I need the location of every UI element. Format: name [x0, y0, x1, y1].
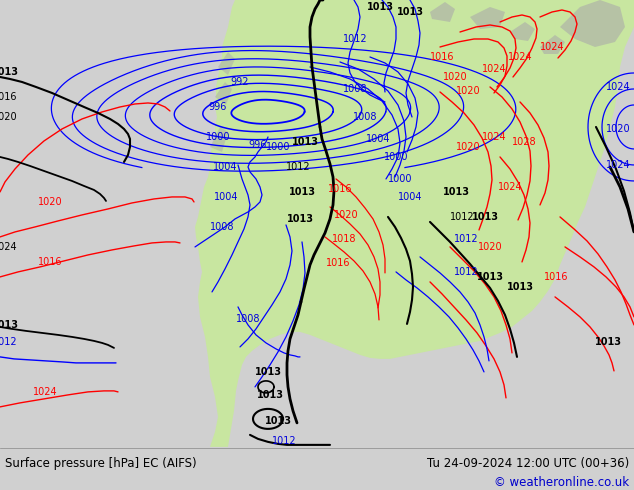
Text: © weatheronline.co.uk: © weatheronline.co.uk — [494, 476, 629, 489]
Text: 1024: 1024 — [33, 387, 57, 397]
Text: 1016: 1016 — [0, 92, 17, 102]
Text: 1013: 1013 — [0, 67, 18, 77]
Text: 1012: 1012 — [0, 337, 17, 347]
Text: 1018: 1018 — [332, 234, 356, 244]
Text: 1004: 1004 — [398, 192, 422, 202]
Polygon shape — [218, 52, 235, 75]
Text: 1013: 1013 — [472, 212, 498, 222]
Text: 1013: 1013 — [507, 282, 533, 292]
Text: 1016: 1016 — [430, 52, 454, 62]
Text: 1016: 1016 — [328, 184, 353, 194]
Text: 1020: 1020 — [456, 86, 481, 96]
Polygon shape — [510, 22, 535, 41]
Text: 996: 996 — [209, 102, 227, 112]
Text: 1024: 1024 — [482, 64, 507, 74]
Text: 1013: 1013 — [0, 320, 18, 330]
Text: 1024: 1024 — [605, 82, 630, 92]
Text: 1013: 1013 — [366, 2, 394, 12]
Text: 1012: 1012 — [343, 34, 367, 44]
Text: 996: 996 — [249, 140, 267, 150]
Text: 1024: 1024 — [540, 42, 564, 52]
Text: 1013: 1013 — [396, 7, 424, 17]
Text: 1012: 1012 — [454, 267, 478, 277]
Text: 1000: 1000 — [388, 174, 412, 184]
Text: 1013: 1013 — [264, 416, 292, 426]
Polygon shape — [560, 0, 625, 47]
Text: 1020: 1020 — [0, 112, 17, 122]
Text: Tu 24-09-2024 12:00 UTC (00+36): Tu 24-09-2024 12:00 UTC (00+36) — [427, 457, 629, 470]
Text: 1013: 1013 — [292, 137, 318, 147]
Text: 1013: 1013 — [477, 272, 503, 282]
Text: 1000: 1000 — [384, 152, 408, 162]
Polygon shape — [215, 82, 232, 105]
Text: 1024: 1024 — [498, 182, 522, 192]
Text: 1013: 1013 — [254, 367, 281, 377]
Text: 1000: 1000 — [266, 142, 290, 152]
Text: Surface pressure [hPa] EC (AIFS): Surface pressure [hPa] EC (AIFS) — [5, 457, 197, 470]
Text: 1020: 1020 — [456, 142, 481, 152]
Text: 1020: 1020 — [477, 242, 502, 252]
Text: 1004: 1004 — [214, 192, 238, 202]
Text: 1028: 1028 — [512, 137, 536, 147]
Text: 1012: 1012 — [286, 162, 310, 172]
Text: 1013: 1013 — [288, 187, 316, 197]
Text: 1013: 1013 — [443, 187, 470, 197]
Text: 1024: 1024 — [482, 132, 507, 142]
Text: 1020: 1020 — [605, 124, 630, 134]
Text: 1008: 1008 — [210, 222, 234, 232]
Text: 1004: 1004 — [213, 162, 237, 172]
Text: 1012: 1012 — [450, 212, 474, 222]
Text: 1016: 1016 — [326, 258, 350, 268]
Polygon shape — [195, 0, 634, 447]
Text: 1024: 1024 — [605, 160, 630, 170]
Text: 1008: 1008 — [236, 314, 260, 324]
Text: 1004: 1004 — [366, 134, 391, 144]
Text: 1020: 1020 — [443, 72, 467, 82]
Text: 1012: 1012 — [272, 436, 296, 446]
Polygon shape — [210, 127, 228, 152]
Text: 1020: 1020 — [333, 210, 358, 220]
Text: 1016: 1016 — [544, 272, 568, 282]
Text: 1013: 1013 — [257, 390, 283, 400]
Text: 992: 992 — [231, 77, 249, 87]
Text: 1008: 1008 — [343, 84, 367, 94]
Text: 1013: 1013 — [287, 214, 313, 224]
Polygon shape — [430, 2, 455, 22]
Text: 1024: 1024 — [508, 52, 533, 62]
Text: 1008: 1008 — [353, 112, 377, 122]
Text: 1012: 1012 — [454, 234, 478, 244]
Text: 1013: 1013 — [595, 337, 621, 347]
Text: 1000: 1000 — [206, 132, 230, 142]
Text: 1016: 1016 — [38, 257, 62, 267]
Polygon shape — [540, 35, 565, 54]
Text: 1020: 1020 — [37, 197, 62, 207]
Polygon shape — [470, 7, 505, 29]
Text: 1024: 1024 — [0, 242, 17, 252]
